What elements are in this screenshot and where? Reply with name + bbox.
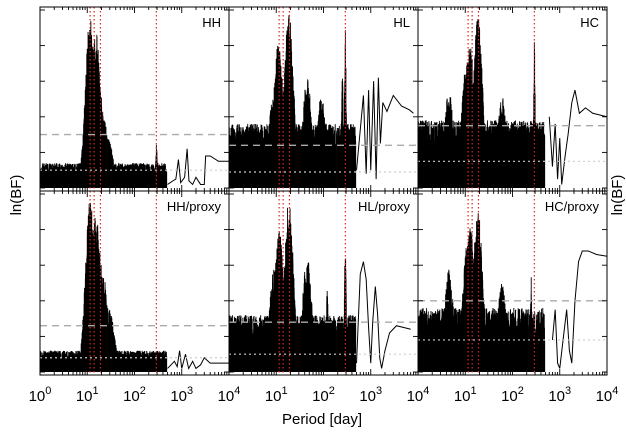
panel-label: HL/proxy	[358, 199, 411, 214]
periodogram-spikes	[40, 203, 168, 372]
periodogram-long-period-curve	[167, 148, 229, 186]
x-tick-label: 104	[218, 385, 241, 405]
x-tick-label: 104	[407, 385, 430, 405]
panel-label: HC	[580, 15, 599, 30]
x-tick-label: 103	[359, 385, 382, 405]
panel-plot-area	[40, 191, 229, 375]
periodogram-spikes	[418, 213, 546, 372]
x-axis-label: Period [day]	[282, 411, 362, 428]
periodogram-long-period-curve	[356, 261, 411, 369]
x-tick-label: 102	[501, 385, 524, 405]
periodogram-spikes	[418, 19, 546, 188]
panel-frame	[39, 6, 230, 192]
panel-hl-proxy: HL/proxy	[228, 190, 419, 376]
periodogram-spikes	[229, 14, 357, 188]
panel-label: HH/proxy	[167, 199, 222, 214]
panel-plot-area	[418, 191, 607, 375]
panel-label: HH	[202, 15, 221, 30]
axes-layer: 100 101 102 103 104 101 102 103 104 101 102 103 104	[29, 385, 619, 405]
x-tick-label: 100	[29, 385, 52, 405]
x-tick-label: 104	[596, 385, 619, 405]
periodogram-long-period-curve	[356, 77, 414, 180]
y-axis-label-right: ln(BF)	[609, 175, 626, 216]
x-tick-label: 101	[265, 385, 288, 405]
panels-layer: HH HL HC HH/proxy HL/proxy HC/proxy	[39, 6, 608, 376]
periodogram-long-period-curve	[551, 250, 607, 369]
panel-hc-proxy: HC/proxy	[417, 190, 608, 376]
x-tick-label: 103	[170, 385, 193, 405]
periodogram-long-period-curve	[548, 89, 607, 185]
periodogram-spikes	[40, 21, 168, 188]
x-tick-label: 103	[548, 385, 571, 405]
panel-plot-area	[229, 7, 418, 191]
panel-hc: HC	[417, 6, 608, 192]
panel-label: HC/proxy	[545, 199, 600, 214]
x-tick-label: 101	[76, 385, 99, 405]
panel-label: HL	[393, 15, 410, 30]
y-axis-label-left: ln(BF)	[8, 175, 25, 216]
panel-plot-area	[40, 7, 229, 191]
periodogram-spikes	[229, 207, 357, 372]
x-tick-label: 102	[123, 385, 146, 405]
panel-hl: HL	[228, 6, 419, 192]
panel-frame	[39, 190, 230, 376]
panel-plot-area	[418, 7, 607, 191]
periodogram-long-period-curve	[167, 350, 229, 370]
x-tick-label: 102	[312, 385, 335, 405]
x-tick-label: 101	[454, 385, 477, 405]
panel-plot-area	[229, 191, 418, 375]
panel-hh: HH	[39, 6, 230, 192]
panel-hh-proxy: HH/proxy	[39, 190, 230, 376]
